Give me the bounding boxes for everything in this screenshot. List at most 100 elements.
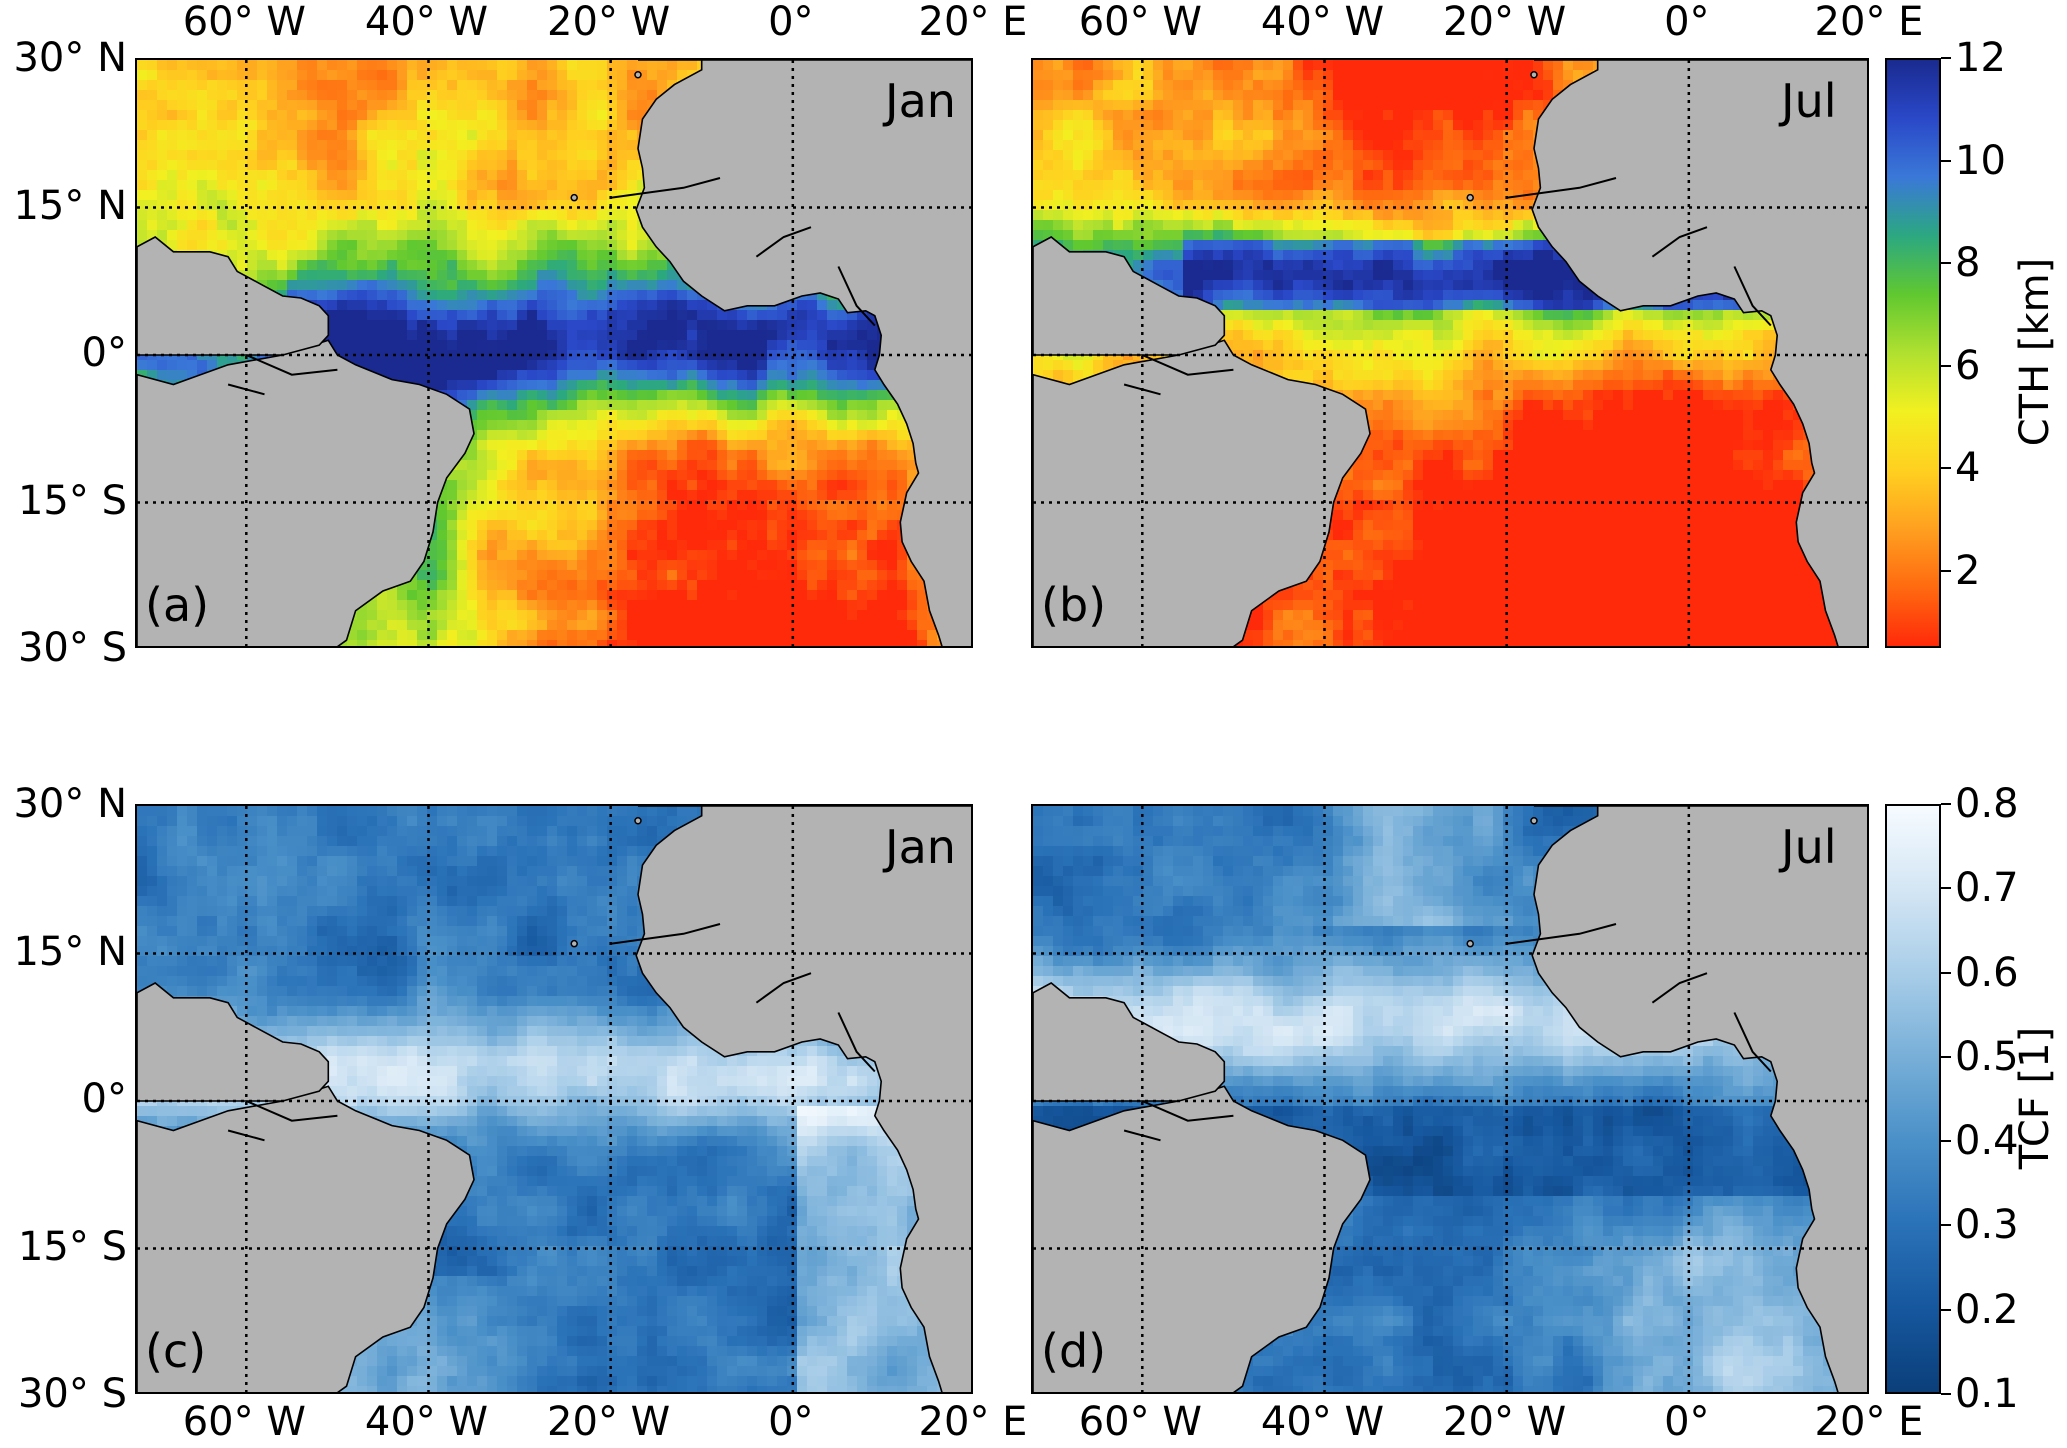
panel-a-month: Jan xyxy=(885,74,956,128)
river-line xyxy=(245,1100,338,1122)
south-america-north-land xyxy=(1033,982,1226,1102)
south-america-north-land xyxy=(1033,236,1226,356)
tcf-colorbar-tick-label: 0.6 xyxy=(1955,949,2019,996)
river-line xyxy=(1506,177,1617,199)
tcf-colorbar-title: TCF [1] xyxy=(2012,1026,2058,1170)
x-tick-label-bottom: 20° W xyxy=(1443,1399,1567,1445)
x-tick-label-top: 20° W xyxy=(1443,0,1567,45)
cth-colorbar-tick-mark xyxy=(1941,57,1951,59)
tcf-colorbar-tick-label: 0.1 xyxy=(1955,1371,2019,1417)
map-panel-b xyxy=(1031,58,1869,648)
x-tick-label-top: 0° xyxy=(768,0,814,45)
panel-c-letter: (c) xyxy=(145,1324,207,1378)
island xyxy=(634,817,642,825)
island xyxy=(570,939,578,948)
africa-land xyxy=(1531,60,1867,646)
tcf-colorbar-tick-label: 0.4 xyxy=(1955,1118,2019,1165)
river-line xyxy=(245,354,338,376)
cth-colorbar-tick-label: 10 xyxy=(1955,137,2006,184)
south-america-north-land xyxy=(137,236,330,356)
map-panel-d xyxy=(1031,804,1869,1394)
x-tick-label-bottom: 60° W xyxy=(182,1399,306,1445)
island xyxy=(1466,193,1474,202)
x-tick-label-top: 20° W xyxy=(547,0,671,45)
land-layer xyxy=(1033,806,1867,1392)
river-line xyxy=(1506,923,1617,945)
river-line xyxy=(755,226,812,258)
cth-colorbar-tick-label: 6 xyxy=(1955,342,1981,389)
cth-colorbar-tick-label: 8 xyxy=(1955,240,1981,287)
x-tick-label-top: 60° W xyxy=(182,0,306,45)
x-tick-label-bottom: 60° W xyxy=(1078,1399,1202,1445)
x-tick-label-bottom: 20° E xyxy=(1814,1399,1924,1445)
gridlines xyxy=(137,60,971,646)
island xyxy=(1530,817,1538,825)
cth-colorbar-title: CTH [km] xyxy=(2012,257,2058,447)
south-america-land xyxy=(137,1085,475,1392)
x-tick-label-bottom: 20° W xyxy=(547,1399,671,1445)
panel-b-month: Jul xyxy=(1781,74,1837,128)
river-line xyxy=(1651,226,1708,258)
panel-c-month: Jan xyxy=(885,820,956,874)
river-line xyxy=(837,1012,876,1073)
x-tick-label-top: 60° W xyxy=(1078,0,1202,45)
cth-colorbar-tick-mark xyxy=(1941,159,1951,162)
south-america-land xyxy=(1033,1085,1371,1392)
tcf-colorbar-tick-mark xyxy=(1941,1393,1951,1395)
tcf-colorbar-tick-mark xyxy=(1941,803,1951,805)
map-panel-a-svg xyxy=(137,60,971,646)
x-tick-label-top: 20° E xyxy=(1814,0,1924,45)
map-panel-c-svg xyxy=(137,806,971,1392)
africa-land xyxy=(1531,806,1867,1392)
gridlines xyxy=(1033,806,1867,1392)
africa-land xyxy=(635,806,971,1392)
land-layer xyxy=(137,806,971,1392)
x-tick-label-bottom: 0° xyxy=(1664,1399,1710,1445)
tcf-colorbar-tick-mark xyxy=(1941,887,1951,890)
cth-colorbar-tick-label: 2 xyxy=(1955,548,1981,595)
tcf-colorbar-tick-mark xyxy=(1941,1140,1951,1143)
tcf-colorbar-tick-mark xyxy=(1941,1308,1951,1311)
river-line xyxy=(837,266,876,327)
tcf-colorbar-tick-label: 0.5 xyxy=(1955,1033,2019,1080)
cth-colorbar-tick-mark xyxy=(1941,364,1951,367)
y-tick-label: 30° S xyxy=(17,625,127,671)
y-tick-label: 0° xyxy=(81,1076,127,1122)
map-panel-a xyxy=(135,58,973,648)
y-tick-label: 30° S xyxy=(17,1371,127,1417)
tcf-colorbar-tick-mark xyxy=(1941,971,1951,974)
tcf-colorbar-tick-mark xyxy=(1941,1055,1951,1058)
x-tick-label-bottom: 20° E xyxy=(918,1399,1028,1445)
cth-colorbar xyxy=(1885,58,1941,648)
x-tick-label-bottom: 0° xyxy=(768,1399,814,1445)
island xyxy=(570,193,578,202)
river-line xyxy=(1141,1100,1234,1122)
y-tick-label: 30° N xyxy=(13,35,127,81)
panel-d-month: Jul xyxy=(1781,820,1837,874)
panel-d-letter: (d) xyxy=(1041,1324,1107,1378)
y-tick-label: 15° S xyxy=(17,1223,127,1270)
x-tick-label-top: 40° W xyxy=(1260,0,1385,45)
x-tick-label-top: 40° W xyxy=(364,0,489,45)
y-tick-label: 30° N xyxy=(13,781,127,827)
river-line xyxy=(610,177,721,199)
x-tick-label-bottom: 40° W xyxy=(1260,1399,1385,1445)
x-tick-label-top: 20° E xyxy=(918,0,1028,45)
island xyxy=(1466,939,1474,948)
island xyxy=(634,71,642,79)
river-line xyxy=(1733,266,1772,327)
africa-land xyxy=(635,60,971,646)
land-layer xyxy=(1033,60,1867,646)
tcf-colorbar-tick-label: 0.2 xyxy=(1955,1286,2019,1333)
gridlines xyxy=(1033,60,1867,646)
y-tick-label: 15° N xyxy=(13,928,127,975)
map-panel-b-svg xyxy=(1033,60,1867,646)
river-line xyxy=(1141,354,1234,376)
panel-b-letter: (b) xyxy=(1041,578,1107,632)
river-line xyxy=(755,972,812,1004)
cth-colorbar-tick-label: 12 xyxy=(1955,35,2006,81)
tcf-colorbar-tick-label: 0.7 xyxy=(1955,865,2019,912)
gridlines xyxy=(137,806,971,1392)
map-panel-c xyxy=(135,804,973,1394)
cth-colorbar-tick-mark xyxy=(1941,467,1951,470)
